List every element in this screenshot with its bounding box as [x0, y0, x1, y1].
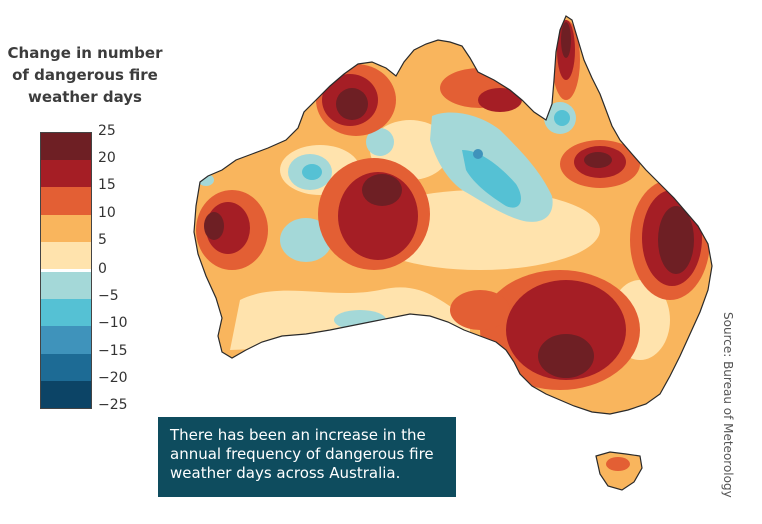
legend-tick-label: −15 — [98, 342, 128, 359]
legend-colorbar — [40, 132, 92, 409]
zone-20-to-25 — [204, 22, 694, 378]
legend-tick-label: 15 — [98, 177, 116, 194]
legend-tick-label: 10 — [98, 204, 116, 221]
legend-swatch — [41, 241, 91, 269]
legend-title-line-3: weather days — [28, 88, 142, 106]
legend-swatch — [41, 160, 91, 188]
legend-zero-divider — [41, 268, 91, 272]
source-credit: Source: Bureau of Meteorology — [721, 312, 735, 498]
legend-title-line-1: Change in number — [7, 44, 163, 62]
legend-tick-label: −25 — [98, 397, 128, 413]
legend-swatch — [41, 353, 91, 381]
callout-text: There has been an increase in the annual… — [170, 426, 434, 482]
legend-swatch — [41, 187, 91, 215]
legend-swatch — [41, 133, 91, 161]
legend-tick-label: 20 — [98, 150, 116, 167]
legend-swatch — [41, 271, 91, 300]
legend-swatch — [41, 380, 91, 408]
legend-tick-label: 0 — [98, 261, 107, 277]
legend-tick-label: −10 — [98, 315, 128, 332]
zone-negative — [198, 102, 576, 330]
tasmania-zone — [606, 457, 630, 471]
legend-title: Change in number of dangerous fire weath… — [0, 42, 170, 108]
legend-tick-label: 25 — [98, 123, 116, 139]
legend-swatch — [41, 326, 91, 354]
legend-swatch — [41, 214, 91, 242]
legend-tick-label: 5 — [98, 231, 107, 248]
legend-tick-label: −5 — [98, 288, 119, 305]
legend-swatch — [41, 299, 91, 327]
callout-box: There has been an increase in the annual… — [158, 417, 456, 497]
legend-tick-label: −20 — [98, 369, 128, 386]
legend-title-line-2: of dangerous fire — [12, 66, 158, 84]
